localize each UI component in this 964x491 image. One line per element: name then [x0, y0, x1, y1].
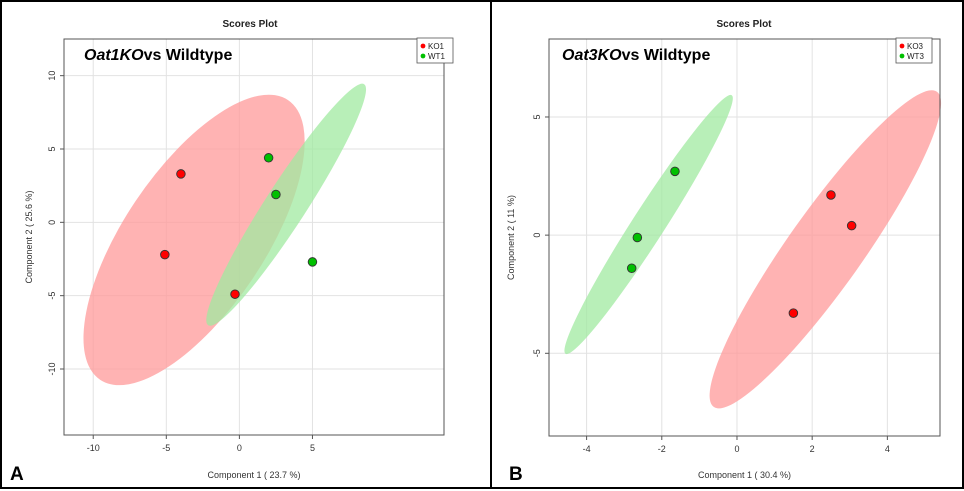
data-point-ko3: [846, 220, 857, 231]
data-point-wt1: [271, 189, 281, 200]
y-axis-label: Component 2 ( 11 %): [506, 195, 516, 280]
x-tick-label: -10: [87, 443, 100, 453]
x-axis-label: Component 1 ( 30.4 %): [698, 470, 791, 480]
plot-frame: [548, 38, 941, 437]
plot-title: Scores Plot: [222, 19, 278, 30]
legend-label-wt3: WT3: [907, 52, 924, 61]
x-tick-label: -5: [162, 443, 170, 453]
data-point-wt3: [626, 263, 637, 273]
x-tick-label: 4: [885, 444, 890, 454]
data-point-ko3: [788, 308, 799, 318]
panel-letter: B: [509, 464, 523, 485]
y-axis-label: Component 2 ( 25.6 %): [24, 190, 34, 283]
panel-b: Scores Plot -4 -2 0 2 4 -5 0 5 Component 1 ( 30.4…: [490, 0, 964, 489]
data-point-ko1: [160, 249, 170, 260]
confidence-ellipse-wt1: [206, 83, 367, 326]
x-tick-label: 2: [810, 444, 815, 454]
x-tick-label: 5: [310, 443, 315, 453]
legend-marker-ko1: [420, 43, 426, 49]
scores-plot-b: Scores Plot -4 -2 0 2 4 -5 0 5 Component 1 ( 30.4…: [506, 19, 942, 485]
confidence-ellipse-ko3: [709, 90, 942, 409]
y-tick-label: 0: [532, 233, 542, 238]
x-tick-label: -2: [658, 444, 666, 454]
legend-marker-ko3: [899, 43, 905, 49]
data-point-ko1: [176, 169, 186, 179]
legend-box: [416, 37, 454, 64]
y-tick-label: 5: [532, 114, 542, 119]
x-tick-label: 0: [237, 443, 242, 453]
legend-label-ko3: KO3: [907, 42, 924, 51]
subtitle-genotype: Oat3KO: [562, 47, 622, 64]
plot-title: Scores Plot: [716, 19, 772, 30]
y-tick-label: 0: [47, 220, 57, 225]
data-point-wt3: [670, 166, 680, 177]
y-tick-label: 10: [47, 71, 57, 81]
legend-label-wt1: WT1: [428, 52, 445, 61]
legend-label-ko1: KO1: [428, 42, 445, 51]
subtitle-rest: vs Wildtype: [622, 47, 711, 64]
y-tick-label: 5: [47, 146, 57, 151]
x-axis-label: Component 1 ( 23.7 %): [207, 470, 300, 480]
comparison-subtitle: Oat1KOvs Wildtype: [84, 47, 232, 64]
subtitle-rest: vs Wildtype: [144, 47, 233, 64]
plot-frame: [63, 38, 445, 436]
scores-plot-a: Scores Plot -10 -5 0 5 -10 -5 0 5 10 Component 1 (…: [10, 19, 454, 485]
comparison-subtitle: Oat3KOvs Wildtype: [562, 47, 710, 64]
data-point-wt1: [263, 153, 274, 163]
confidence-ellipse-wt3: [564, 94, 733, 355]
legend-marker-wt1: [420, 53, 426, 59]
x-tick-label: 0: [734, 444, 739, 454]
y-tick-label: -5: [532, 349, 542, 357]
y-tick-label: -5: [47, 292, 57, 300]
y-tick-label: -10: [47, 362, 57, 375]
subtitle-genotype: Oat1KO: [84, 47, 144, 64]
data-point-wt1: [307, 257, 318, 267]
x-tick-label: -4: [583, 444, 591, 454]
data-point-ko3: [826, 190, 836, 200]
confidence-ellipse-ko1: [83, 94, 305, 386]
panel-a: Scores Plot -10 -5 0 5 -10 -5 0 5 10 Component 1 (…: [0, 0, 492, 489]
data-point-wt3: [632, 232, 643, 243]
panel-letter: A: [10, 464, 24, 485]
data-point-ko1: [230, 289, 240, 299]
legend-box: [895, 37, 933, 64]
legend-marker-wt3: [899, 53, 905, 59]
